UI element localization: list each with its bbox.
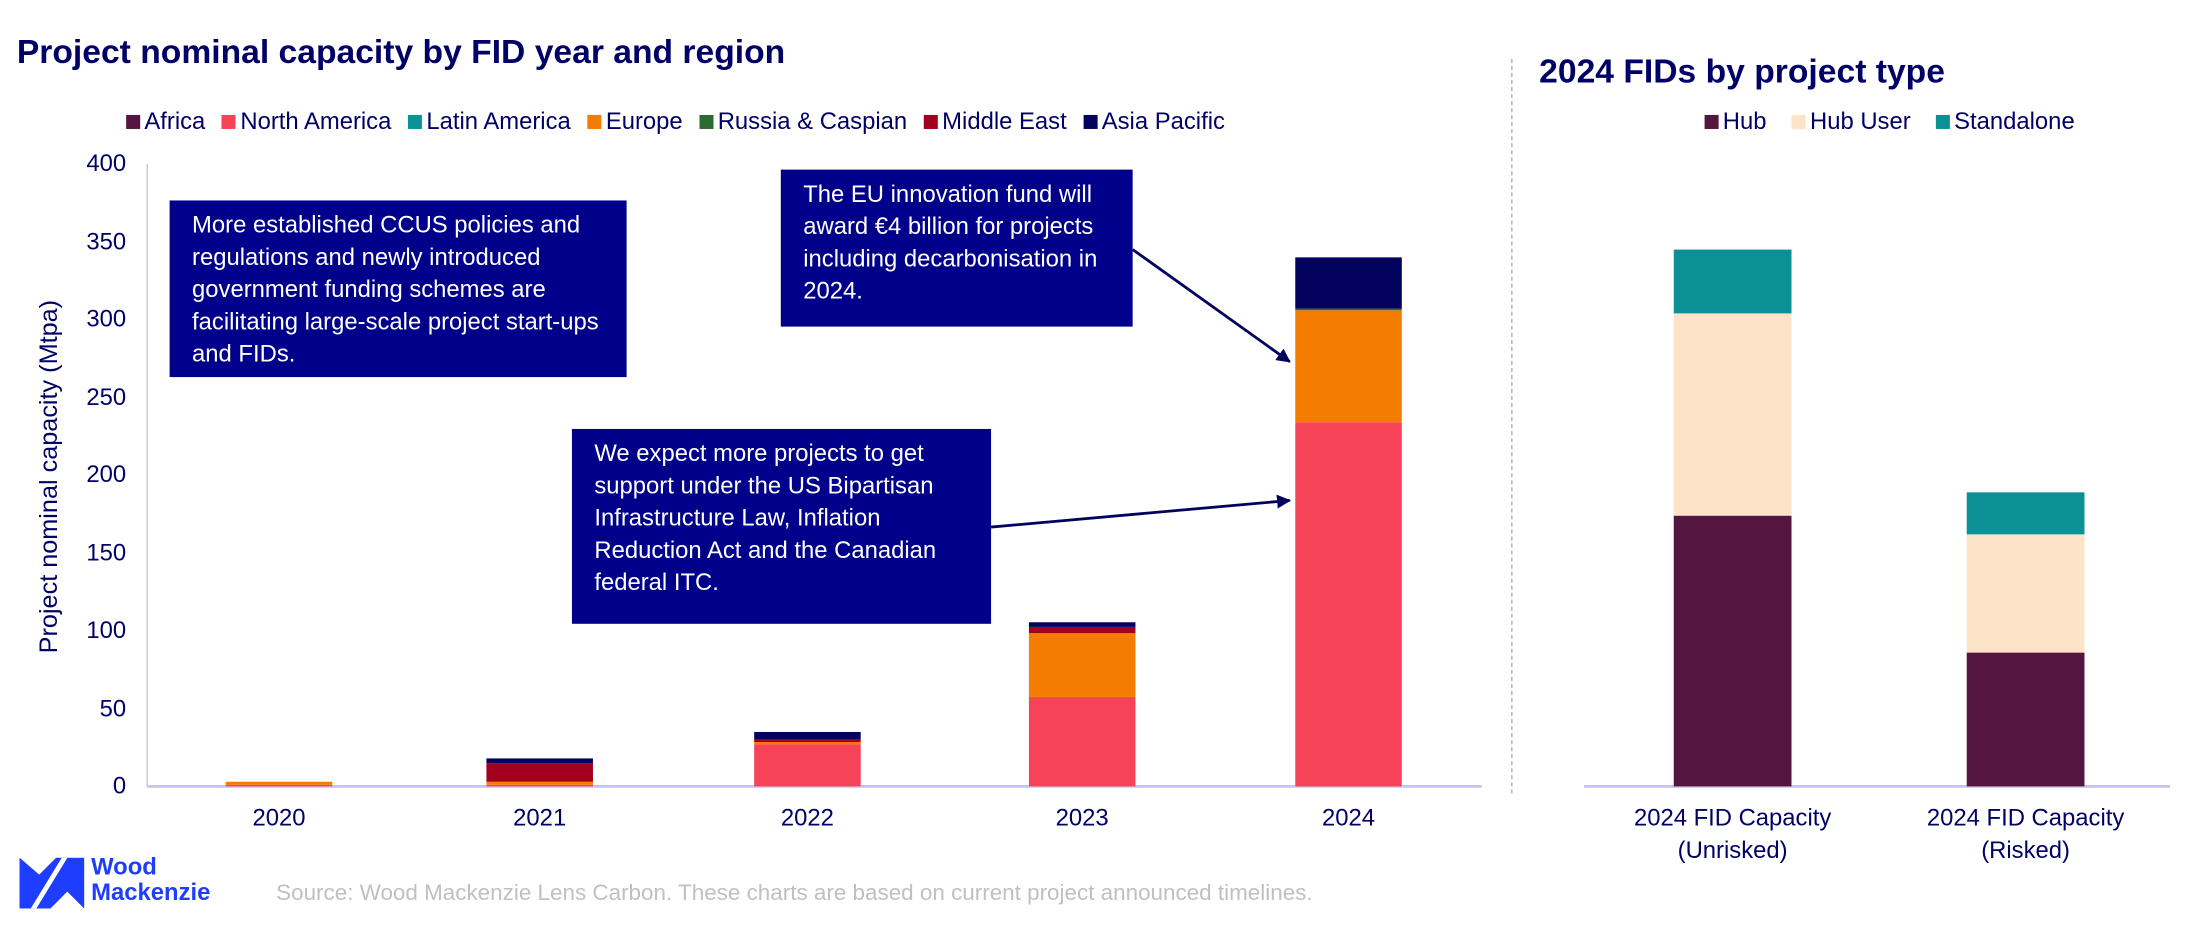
y-tick-label: 150 [86,538,127,566]
logo-line-2: Mackenzie [91,878,211,906]
bar-segment-asia-pacific [1295,257,1402,309]
tick-label-line: (Risked) [1981,836,2070,864]
right-chart-legend: Hub Hub User Standalone [1704,107,2075,136]
x-tick-label: 2020 [252,804,306,832]
legend-swatch [699,114,714,129]
legend-swatch [1083,114,1098,129]
bar-segment-north-america [486,784,593,787]
arrow-us [990,494,1292,529]
bar-segment-north-america [225,784,333,787]
bar-segment-middle-east [1028,626,1136,634]
bar-segment-latin-america [1028,696,1136,698]
legend-swatch [1935,114,1950,129]
legend-swatch [126,114,141,129]
bar-segment-hub-user [1673,313,1792,516]
bar-segment-middle-east [486,763,593,782]
legend-label: Africa [144,107,206,135]
divider [1511,58,1513,794]
legend-item: Middle East [923,107,1067,136]
y-tick-label: 50 [99,694,127,722]
bar-segment-standalone [1673,249,1792,314]
bar-segment-europe [754,742,861,745]
legend-label: Hub User [1809,107,1911,135]
legend-item: Latin America [408,108,571,136]
arrow-eu [1131,248,1291,363]
legend-swatch [222,114,237,129]
legend-label: Asia Pacific [1101,107,1225,135]
left-chart-legend: Africa North America Latin America Europe Ru… [126,108,1225,136]
legend-item: Asia Pacific [1083,107,1225,136]
x-tick-label: 2021 [513,804,567,832]
bar-segment-russia-caspian [1295,308,1402,311]
tick-label-line: 2024 FID Capacity [1926,804,2125,832]
legend-item: Russia & Caspian [699,108,907,136]
y-tick-label: 100 [86,616,127,644]
logo-line-1: Wood [91,853,157,881]
legend-swatch [1791,114,1806,129]
y-tick-label: 350 [86,227,127,255]
y-tick-label: 0 [112,772,127,800]
legend-item: Hub [1704,107,1767,136]
legend-swatch [923,114,938,129]
legend-label: Russia & Caspian [717,107,908,135]
legend-label: North America [240,107,392,135]
bar-segment-asia-pacific [486,758,593,764]
tick-label-line: 2024 FID Capacity [1633,804,1832,832]
legend-label: Middle East [942,107,1067,135]
bar-segment-north-america [1295,422,1402,787]
left-chart-title: Project nominal capacity by FID year and… [16,33,786,72]
wood-mackenzie-logo-icon [19,857,85,909]
legend-label: Standalone [1954,107,2075,135]
legend-swatch [408,114,423,129]
bar-segment-standalone [1966,492,2085,535]
bar-segment-europe [225,781,333,785]
bar-segment-hub-user [1966,534,2085,653]
x-tick-label: 2023 [1055,804,1109,832]
bar-segment-europe [1295,310,1402,423]
tick-label-line: (Unrisked) [1677,836,1788,864]
legend-item: Standalone [1935,107,2075,136]
legend-item: Europe [587,107,683,136]
y-tick-label: 400 [86,149,127,177]
legend-label: Latin America [426,107,571,135]
source-note: Source: Wood Mackenzie Lens Carbon. Thes… [276,881,1313,906]
bar-segment-north-america [754,744,861,787]
bar-segment-hub [1673,515,1792,787]
legend-item: Africa [126,108,205,136]
right-x-tick-label: 2024 FID Capacity (Unrisked) [1634,802,1831,866]
bar-segment-north-america [1028,697,1136,787]
legend-swatch [587,114,602,129]
y-tick-label: 300 [86,305,127,333]
y-tick-label: 200 [86,461,127,488]
y-tick-label: 250 [86,383,127,411]
y-axis-ticks: 0 50 100 150 200 250 300 350 400 [0,0,126,938]
bar-segment-europe [486,781,593,785]
legend-label: Europe [605,107,683,135]
legend-label: Hub [1722,107,1767,135]
bar-segment-asia-pacific [1028,622,1136,627]
right-chart-title: 2024 FIDs by project type [1539,53,1945,92]
annotation-us-support: We expect more projects to get support u… [571,428,992,624]
right-x-tick-label: 2024 FID Capacity (Risked) [1927,802,2124,866]
legend-item: Hub User [1791,107,1911,136]
bar-segment-asia-pacific [754,731,861,740]
bar-segment-middle-east [754,739,861,743]
legend-swatch [1704,114,1719,129]
bar-segment-europe [1028,633,1136,697]
x-tick-label: 2022 [780,804,834,832]
annotation-eu-fund: The EU innovation fund will award €4 bil… [780,169,1133,327]
bar-segment-hub [1966,652,2085,787]
x-tick-label: 2024 [1322,804,1376,832]
annotation-policies: More established CCUS policies and regul… [169,200,627,378]
logo-text: Wood Mackenzie [91,853,211,906]
legend-item: North America [222,108,391,136]
